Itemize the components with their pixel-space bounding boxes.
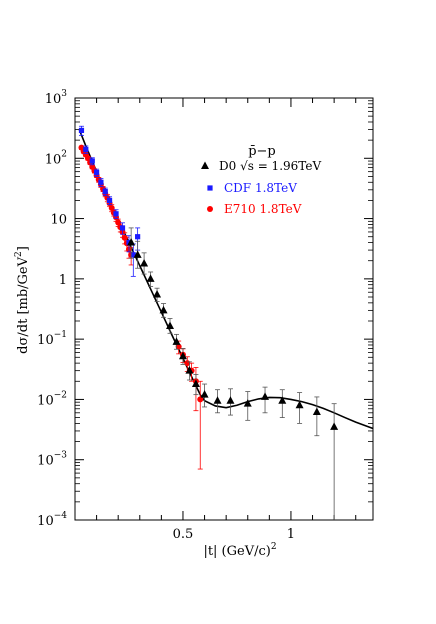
legend-label-e710: E710 1.8TeV — [224, 202, 302, 216]
d0-point — [140, 258, 149, 267]
e710-point — [197, 396, 204, 403]
x-tick-label: 0.5 — [173, 527, 194, 542]
plot-frame — [74, 97, 374, 521]
y-tick-base: 10 — [45, 152, 62, 167]
y-tick-exponent: −4 — [54, 511, 68, 521]
y-tick-label: 10−3 — [37, 451, 67, 469]
y-tick-base: 10 — [37, 454, 54, 469]
cdf-point — [113, 211, 119, 217]
legend-label-cdf: CDF 1.8TeV — [224, 181, 297, 195]
d0-point — [226, 396, 235, 404]
legend-title: p̄−p — [248, 144, 276, 159]
data-points-layer — [78, 125, 339, 520]
d0-point — [146, 274, 155, 282]
d0-point — [178, 351, 187, 360]
y-tick-exponent: −3 — [54, 451, 68, 461]
y-tick-label: 103 — [45, 89, 68, 107]
y-tick-base: 10 — [37, 514, 54, 529]
cdf-point — [89, 158, 95, 164]
y-tick-base: 1 — [59, 273, 67, 288]
d0-point — [166, 321, 175, 330]
d0-point — [278, 396, 287, 404]
d0-point — [159, 305, 168, 314]
y-tick-exponent: −1 — [54, 330, 67, 340]
y-tick-label: 10−1 — [37, 330, 67, 348]
legend-marker-e710 — [207, 206, 213, 212]
y-tick-exponent: 2 — [61, 149, 67, 159]
d0-point — [312, 407, 321, 415]
y-tick-label: 1 — [59, 273, 67, 288]
cdf-point — [135, 234, 141, 240]
e710-point — [121, 234, 128, 241]
d0-point — [133, 250, 142, 258]
d0-point — [191, 379, 200, 388]
cdf-point — [78, 127, 85, 134]
y-tick-base: 10 — [37, 333, 54, 348]
y-tick-base: 10 — [50, 213, 67, 228]
d0-point — [330, 422, 339, 430]
x-tick-label: 1 — [287, 527, 295, 542]
d0-point — [261, 392, 270, 400]
cdf-point — [93, 169, 100, 176]
x-axis-label: |t| (GeV/c)2 — [203, 542, 276, 559]
y-tick-label: 10−2 — [37, 390, 67, 408]
d0-point — [153, 290, 162, 298]
cdf-point — [102, 189, 108, 195]
cdf-point — [119, 225, 126, 231]
y-tick-base: 10 — [37, 393, 54, 408]
legend-marker-d0 — [201, 161, 209, 169]
d0-point — [127, 238, 136, 246]
y-tick-base: 10 — [45, 92, 62, 107]
d0-point — [172, 337, 181, 345]
d0-point — [243, 399, 252, 407]
y-tick-label: 10 — [50, 213, 67, 228]
cdf-point — [98, 179, 104, 185]
y-tick-exponent: 3 — [61, 89, 67, 99]
cdf-point — [83, 146, 89, 153]
y-tick-label: 102 — [45, 149, 67, 167]
legend: p̄−pD0 √s = 1.96TeV CDF 1.8TeV E710 1.8TeV — [201, 144, 321, 216]
model-curve — [78, 129, 374, 430]
model-curve-layer — [78, 129, 374, 430]
e710-point — [175, 343, 182, 350]
legend-label-d0: D0 √s = 1.96TeV — [219, 159, 321, 173]
cdf-point — [130, 252, 136, 258]
y-tick-exponent: −2 — [54, 390, 67, 400]
d0-point — [295, 400, 304, 409]
y-tick-label: 10−4 — [37, 511, 67, 529]
legend-marker-cdf — [207, 185, 213, 191]
y-axis-label: dσ/dt [mb/GeV2] — [14, 246, 31, 354]
cdf-point — [106, 197, 113, 204]
e710-point — [115, 219, 122, 226]
d0-point — [213, 396, 222, 404]
d0-point — [200, 390, 209, 398]
d0-point — [185, 366, 194, 374]
